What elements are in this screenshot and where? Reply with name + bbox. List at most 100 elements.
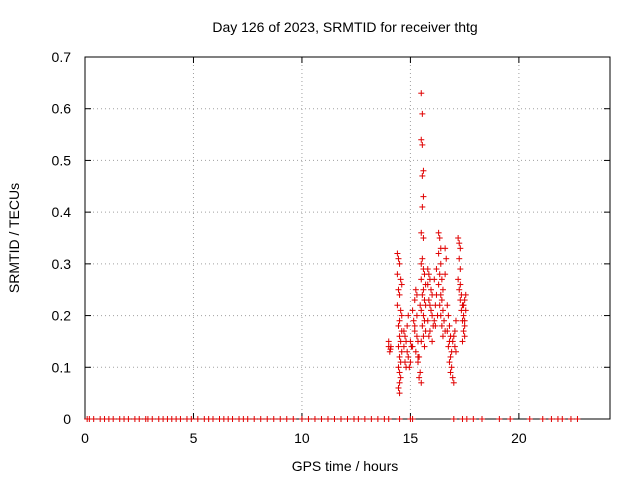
data-point bbox=[455, 235, 462, 241]
data-point bbox=[461, 333, 468, 340]
chart-title: Day 126 of 2023, SRMTID for receiver tht… bbox=[212, 19, 477, 35]
data-point bbox=[331, 416, 338, 422]
data-point bbox=[394, 250, 401, 257]
data-point bbox=[264, 416, 271, 422]
data-point bbox=[461, 322, 468, 329]
data-point bbox=[435, 250, 442, 257]
data-point bbox=[439, 286, 446, 293]
y-tick-label: 0 bbox=[63, 411, 71, 427]
data-point bbox=[421, 343, 428, 350]
data-point bbox=[425, 297, 432, 304]
plot-frame bbox=[84, 56, 611, 420]
data-point bbox=[209, 416, 216, 422]
data-point bbox=[418, 90, 425, 97]
data-point bbox=[136, 416, 143, 422]
data-point bbox=[460, 302, 467, 309]
data-point bbox=[419, 255, 426, 262]
data-point bbox=[311, 416, 318, 422]
data-point bbox=[420, 312, 427, 319]
data-point bbox=[407, 359, 414, 366]
data-point bbox=[425, 271, 432, 278]
y-tick-label: 0.6 bbox=[52, 101, 72, 117]
data-point bbox=[439, 333, 446, 340]
data-point bbox=[452, 348, 459, 355]
data-point bbox=[432, 322, 439, 329]
data-point bbox=[409, 307, 416, 314]
data-point bbox=[251, 416, 258, 422]
data-point bbox=[470, 416, 477, 422]
y-tick-label: 0.7 bbox=[52, 49, 72, 65]
data-point bbox=[395, 255, 402, 262]
x-tick-label: 20 bbox=[511, 430, 527, 446]
data-point bbox=[277, 416, 284, 422]
data-point bbox=[407, 338, 414, 345]
data-point bbox=[449, 338, 456, 345]
data-point bbox=[431, 317, 438, 324]
data-point bbox=[424, 317, 431, 324]
data-point bbox=[413, 291, 420, 298]
data-point bbox=[395, 286, 402, 293]
data-point bbox=[397, 374, 404, 381]
data-point bbox=[194, 416, 201, 422]
data-point bbox=[395, 322, 402, 329]
data-point bbox=[424, 281, 431, 288]
data-point bbox=[395, 384, 402, 391]
data-point bbox=[270, 416, 277, 422]
data-point bbox=[456, 286, 463, 293]
data-point bbox=[433, 266, 440, 273]
data-point bbox=[456, 240, 463, 247]
data-point bbox=[229, 416, 236, 422]
data-point bbox=[420, 333, 427, 340]
data-point bbox=[431, 276, 438, 283]
data-point bbox=[406, 364, 413, 371]
data-point bbox=[460, 328, 467, 335]
data-point bbox=[420, 193, 427, 200]
data-point bbox=[324, 416, 331, 422]
grid-lines bbox=[85, 57, 610, 419]
axis-ticks bbox=[84, 56, 610, 420]
data-point bbox=[419, 291, 426, 298]
data-point bbox=[396, 416, 403, 422]
x-tick-label: 15 bbox=[403, 430, 419, 446]
data-point bbox=[177, 416, 184, 422]
data-point bbox=[461, 297, 468, 304]
data-point bbox=[397, 276, 404, 283]
data-point bbox=[443, 255, 450, 262]
data-point bbox=[305, 416, 312, 422]
data-point bbox=[405, 312, 412, 319]
data-point bbox=[459, 338, 466, 345]
data-point bbox=[409, 343, 416, 350]
data-point bbox=[428, 286, 435, 293]
data-point bbox=[435, 281, 442, 288]
data-point bbox=[412, 348, 419, 355]
data-point bbox=[412, 286, 419, 293]
data-point bbox=[450, 333, 457, 340]
data-point bbox=[398, 348, 405, 355]
data-point bbox=[457, 266, 464, 273]
data-point bbox=[446, 359, 453, 366]
data-point bbox=[457, 281, 464, 288]
data-point bbox=[405, 353, 412, 360]
data-point bbox=[397, 338, 404, 345]
data-point bbox=[244, 416, 251, 422]
data-point bbox=[404, 322, 411, 329]
data-point bbox=[387, 346, 394, 353]
data-point bbox=[394, 271, 401, 278]
data-point bbox=[290, 416, 297, 422]
data-point bbox=[451, 343, 458, 350]
data-point bbox=[361, 416, 368, 422]
data-point bbox=[368, 416, 375, 422]
data-point bbox=[386, 348, 393, 355]
data-point bbox=[416, 374, 423, 381]
data-point bbox=[385, 416, 392, 422]
data-point bbox=[526, 416, 533, 422]
data-point bbox=[446, 322, 453, 329]
data-point bbox=[445, 312, 452, 319]
data-point bbox=[394, 302, 401, 309]
data-point bbox=[574, 416, 581, 422]
tick-labels: 0 0.1 0.2 0.3 0.4 0.5 0.6 0.7 0 5 10 15 20 bbox=[52, 49, 527, 446]
data-point bbox=[396, 260, 403, 267]
data-point bbox=[395, 364, 402, 371]
data-point bbox=[188, 416, 195, 422]
